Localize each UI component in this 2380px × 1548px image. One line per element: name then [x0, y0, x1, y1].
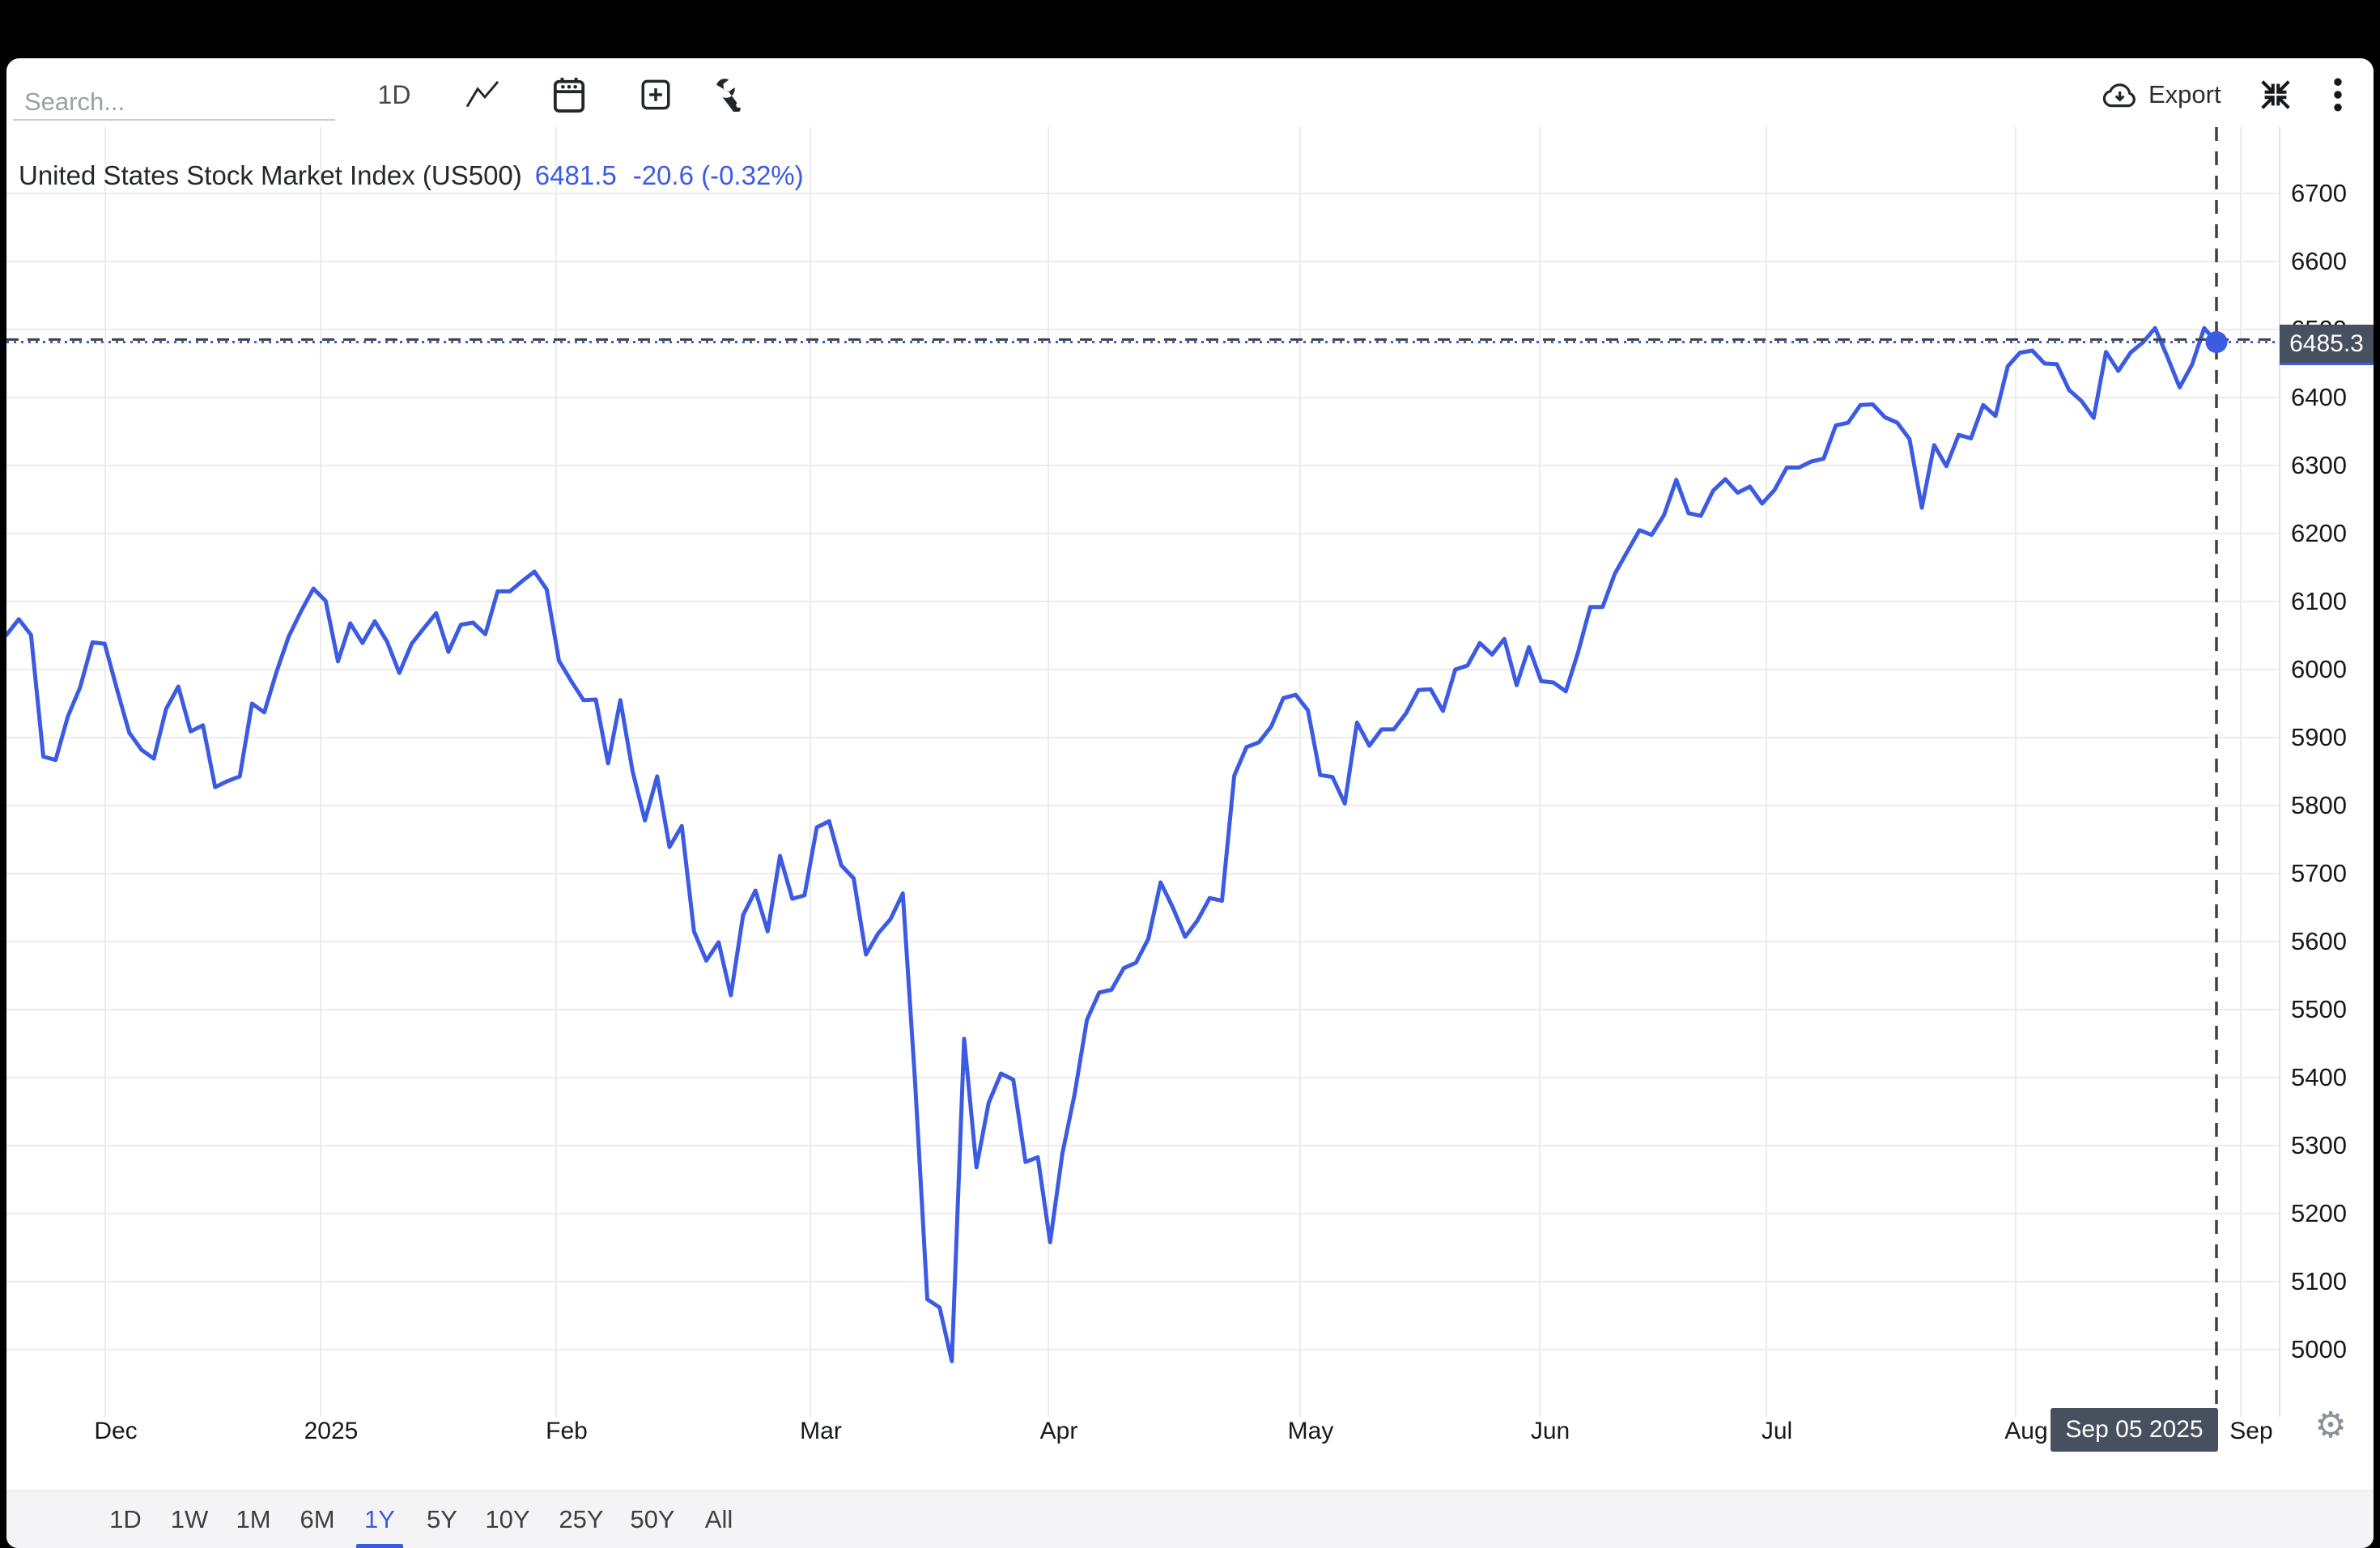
export-label: Export: [2148, 80, 2221, 108]
axis-settings-button[interactable]: ⚙: [2302, 1404, 2359, 1448]
y-axis-label: 6100: [2291, 587, 2347, 615]
x-axis-label: Mar: [800, 1418, 842, 1444]
calendar-button[interactable]: [543, 70, 595, 120]
price-chart[interactable]: [6, 58, 2374, 1490]
add-indicator-button[interactable]: [630, 70, 682, 120]
gear-icon: ⚙: [2314, 1405, 2347, 1446]
range-button-All[interactable]: All: [674, 1491, 763, 1548]
crosshair-date-badge: Sep 05 2025: [2051, 1408, 2218, 1452]
y-axis-label: 6000: [2291, 655, 2347, 683]
y-axis-label: 5300: [2291, 1131, 2347, 1159]
range-button-50Y[interactable]: 50Y: [608, 1491, 697, 1548]
symbol-price: 6481.5: [534, 160, 617, 190]
crosshair-price-badge: 6485.3: [2280, 325, 2374, 365]
y-axis-label: 5000: [2291, 1335, 2347, 1363]
collapse-icon: [2261, 80, 2290, 109]
y-axis-label: 6200: [2291, 519, 2347, 547]
price-line-series: [6, 325, 2219, 1363]
y-axis-label: 6400: [2291, 383, 2347, 411]
range-button-1Y[interactable]: 1Y: [335, 1491, 424, 1548]
y-axis-label: 5200: [2291, 1199, 2347, 1227]
chart-panel: 1D: [6, 58, 2374, 1548]
crosshair-date-value: Sep 05 2025: [2065, 1416, 2204, 1443]
plus-box-icon: [641, 79, 670, 110]
interval-button[interactable]: 1D: [366, 70, 423, 120]
crosshair-price-value: 6485.3: [2289, 330, 2364, 357]
x-axis-label: Jun: [1530, 1418, 1570, 1444]
y-axis-label: 5900: [2291, 723, 2347, 751]
x-axis-label: Apr: [1039, 1418, 1078, 1444]
symbol-name: United States Stock Market Index (US500): [19, 160, 522, 190]
range-button-1W[interactable]: 1W: [145, 1491, 234, 1548]
y-axis-label: 5100: [2291, 1267, 2347, 1295]
y-axis-label: 6700: [2291, 179, 2347, 207]
x-axis-label: Feb: [546, 1418, 588, 1444]
symbol-change: -20.6 (-0.32%): [632, 160, 804, 190]
export-button[interactable]: Export: [2100, 70, 2221, 120]
y-axis-label: 5600: [2291, 927, 2347, 955]
wrench-icon: [716, 79, 742, 112]
x-axis-label: Dec: [94, 1418, 138, 1444]
x-axis-label: Sep: [2229, 1418, 2273, 1444]
range-toolbar: 1D 1W 1M 6M 1Y 5Y 10Y 25Y 50Y All: [6, 1490, 2374, 1548]
y-axis-label: 5800: [2291, 791, 2347, 819]
y-axis-label: 6300: [2291, 451, 2347, 479]
more-menu-button[interactable]: [2315, 70, 2361, 120]
y-axis-label: 6600: [2291, 247, 2347, 275]
range-button-5Y[interactable]: 5Y: [397, 1491, 487, 1548]
range-button-10Y[interactable]: 10Y: [463, 1491, 552, 1548]
collapse-button[interactable]: [2249, 70, 2302, 120]
tools-button[interactable]: [703, 70, 755, 120]
y-axis-label: 5500: [2291, 995, 2347, 1023]
range-button-1M[interactable]: 1M: [209, 1491, 298, 1548]
y-axis-label: 5700: [2291, 859, 2347, 887]
x-axis-label: 2025: [304, 1418, 359, 1444]
range-button-1D[interactable]: 1D: [81, 1491, 170, 1548]
x-axis-label: Jul: [1761, 1418, 1793, 1444]
calendar-icon: [553, 78, 585, 113]
kebab-menu-icon: [2334, 78, 2342, 112]
line-chart-icon: [465, 80, 499, 108]
chart-style-button[interactable]: [457, 70, 508, 120]
symbol-header: United States Stock Market Index (US500)…: [19, 160, 804, 194]
search-input[interactable]: [24, 84, 335, 120]
x-axis-label: May: [1287, 1418, 1334, 1444]
active-range-underline: [356, 1544, 403, 1548]
y-axis-label: 5400: [2291, 1063, 2347, 1091]
range-button-6M[interactable]: 6M: [273, 1491, 362, 1548]
last-price-dot: [2205, 331, 2228, 354]
range-button-25Y[interactable]: 25Y: [537, 1491, 626, 1548]
cloud-download-icon: [2102, 83, 2136, 108]
x-axis-label: Aug: [2004, 1418, 2048, 1444]
search-underline: [13, 119, 335, 121]
